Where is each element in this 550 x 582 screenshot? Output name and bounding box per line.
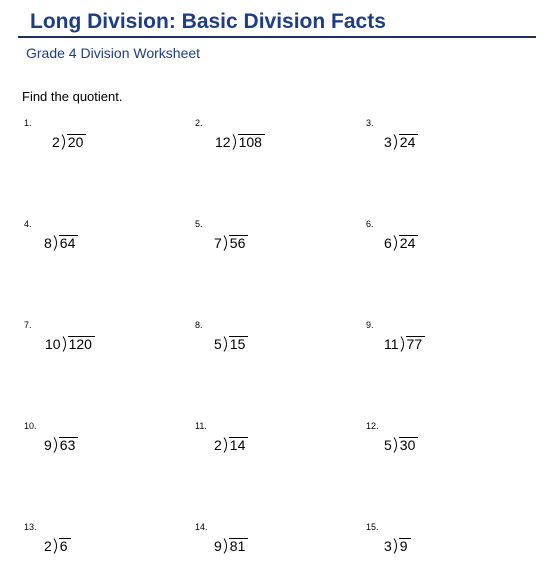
division-bracket-icon (400, 336, 406, 352)
division-bracket-icon (393, 235, 399, 251)
problem-number: 8. (195, 320, 203, 330)
problem-1: 1. 2 20 (24, 118, 164, 178)
division-expression: 6 24 (384, 235, 419, 251)
dividend: 9 (398, 538, 411, 554)
problem-7: 7. 10 120 (24, 320, 164, 380)
problem-12: 12. 5 30 (366, 421, 506, 481)
divisor: 9 (214, 538, 222, 554)
problem-number: 2. (195, 118, 203, 128)
divisor: 12 (215, 134, 231, 150)
problem-number: 12. (366, 421, 379, 431)
divisor: 2 (44, 538, 52, 554)
problem-number: 15. (366, 522, 379, 532)
problem-10: 10. 9 63 (24, 421, 164, 481)
division-expression: 11 77 (384, 336, 426, 352)
division-expression: 3 9 (384, 538, 411, 554)
problem-number: 10. (24, 421, 37, 431)
dividend: 64 (58, 235, 79, 251)
dividend: 6 (58, 538, 71, 554)
problem-13: 13. 2 6 (24, 522, 164, 582)
dividend: 63 (58, 437, 79, 453)
title-divider (18, 36, 536, 38)
division-bracket-icon (223, 336, 229, 352)
division-bracket-icon (62, 336, 68, 352)
division-expression: 10 120 (45, 336, 95, 352)
problem-6: 6. 6 24 (366, 219, 506, 279)
divisor: 5 (214, 336, 222, 352)
division-bracket-icon (393, 437, 399, 453)
divisor: 6 (384, 235, 392, 251)
division-bracket-icon (223, 235, 229, 251)
divisor: 11 (384, 336, 399, 352)
dividend: 56 (228, 235, 249, 251)
dividend: 24 (398, 235, 419, 251)
problem-number: 13. (24, 522, 37, 532)
division-expression: 3 24 (384, 134, 419, 150)
divisor: 5 (384, 437, 392, 453)
division-bracket-icon (223, 437, 229, 453)
division-expression: 7 56 (214, 235, 249, 251)
division-bracket-icon (393, 134, 399, 150)
problem-15: 15. 3 9 (366, 522, 506, 582)
division-bracket-icon (223, 538, 229, 554)
divisor: 10 (45, 336, 61, 352)
problem-8: 8. 5 15 (195, 320, 335, 380)
division-bracket-icon (232, 134, 238, 150)
problem-2: 2. 12 108 (195, 118, 335, 178)
division-expression: 5 30 (384, 437, 419, 453)
divisor: 3 (384, 134, 392, 150)
divisor: 7 (214, 235, 222, 251)
problem-number: 9. (366, 320, 374, 330)
dividend: 14 (228, 437, 249, 453)
divisor: 9 (44, 437, 52, 453)
dividend: 108 (237, 134, 265, 150)
dividend: 81 (228, 538, 249, 554)
worksheet-subtitle: Grade 4 Division Worksheet (26, 45, 201, 61)
problem-number: 1. (24, 118, 32, 128)
worksheet-title: Long Division: Basic Division Facts (30, 10, 386, 33)
problem-14: 14. 9 81 (195, 522, 335, 582)
dividend: 77 (405, 336, 426, 352)
problem-4: 4. 8 64 (24, 219, 164, 279)
division-bracket-icon (393, 538, 399, 554)
problem-number: 3. (366, 118, 374, 128)
division-bracket-icon (53, 235, 59, 251)
problem-number: 7. (24, 320, 32, 330)
problem-number: 5. (195, 219, 203, 229)
problem-number: 6. (366, 219, 374, 229)
dividend: 20 (66, 134, 87, 150)
division-bracket-icon (61, 134, 67, 150)
division-expression: 8 64 (44, 235, 79, 251)
dividend: 30 (398, 437, 419, 453)
problem-5: 5. 7 56 (195, 219, 335, 279)
dividend: 15 (228, 336, 249, 352)
division-bracket-icon (53, 437, 59, 453)
division-expression: 2 6 (44, 538, 71, 554)
problem-3: 3. 3 24 (366, 118, 506, 178)
dividend: 24 (398, 134, 419, 150)
divisor: 3 (384, 538, 392, 554)
dividend: 120 (67, 336, 95, 352)
divisor: 2 (52, 134, 60, 150)
division-expression: 2 14 (214, 437, 249, 453)
division-expression: 12 108 (215, 134, 265, 150)
problem-number: 4. (24, 219, 32, 229)
division-bracket-icon (53, 538, 59, 554)
problem-11: 11. 2 14 (195, 421, 335, 481)
division-expression: 9 63 (44, 437, 79, 453)
divisor: 8 (44, 235, 52, 251)
division-expression: 2 20 (52, 134, 87, 150)
instructions-text: Find the quotient. (22, 89, 123, 104)
problem-number: 11. (195, 421, 207, 431)
division-expression: 5 15 (214, 336, 249, 352)
problem-9: 9. 11 77 (366, 320, 506, 380)
divisor: 2 (214, 437, 222, 453)
division-expression: 9 81 (214, 538, 249, 554)
problem-number: 14. (195, 522, 208, 532)
